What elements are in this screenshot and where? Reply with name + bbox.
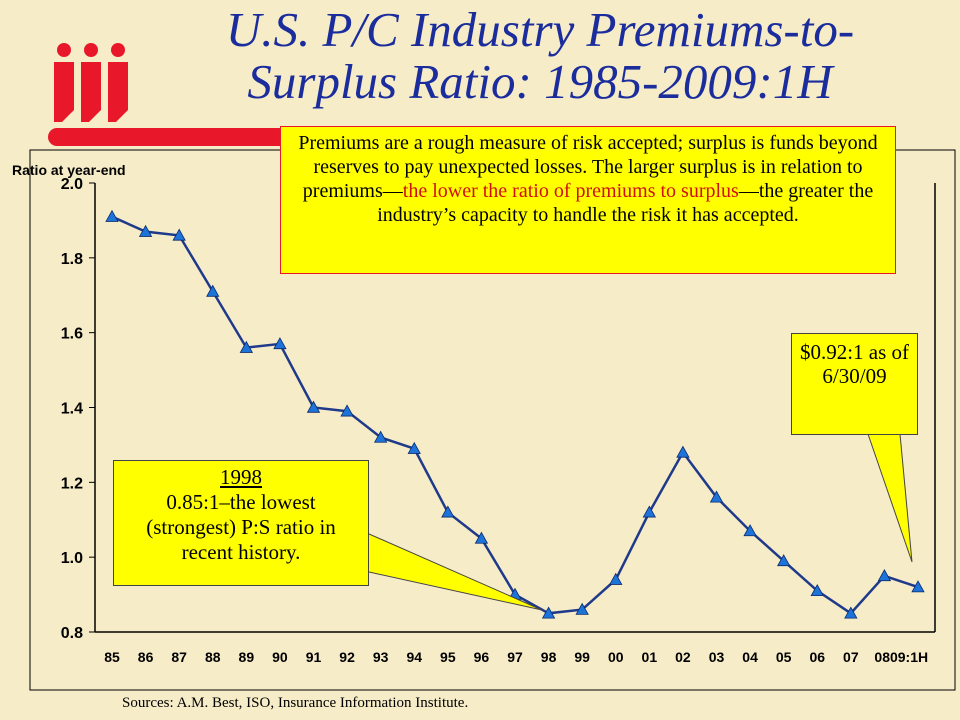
data-point-marker <box>138 224 153 237</box>
y-tick-label: 0.8 <box>61 625 83 642</box>
x-tick-label: 03 <box>709 649 725 665</box>
data-point-marker <box>709 490 724 503</box>
data-point-marker <box>844 606 858 619</box>
explanation-callout: Premiums are a rough measure of risk acc… <box>280 126 896 274</box>
x-tick-label: 98 <box>541 649 557 665</box>
x-tick-label: 0809:1H <box>874 649 928 665</box>
x-tick-label: 95 <box>440 649 456 665</box>
x-tick-label: 87 <box>171 649 187 665</box>
data-point-marker <box>743 524 757 537</box>
x-tick-label: 86 <box>138 649 154 665</box>
sources-footnote: Sources: A.M. Best, ISO, Insurance Infor… <box>122 695 469 711</box>
y-axis-label: Ratio at year-end <box>12 162 126 178</box>
data-point-marker <box>239 340 254 353</box>
explanation-text-after: —the greater the industry’s capacity to … <box>377 180 874 226</box>
data-point-marker <box>676 445 690 458</box>
x-tick-label: 91 <box>306 649 322 665</box>
x-tick-label: 04 <box>742 649 758 665</box>
x-tick-label: 92 <box>339 649 355 665</box>
y-tick-label: 1.4 <box>61 401 83 418</box>
page-title: U.S. P/C Industry Premiums-to- Surplus R… <box>140 4 940 108</box>
logo-underline-bar <box>48 128 298 146</box>
data-point-marker <box>776 554 791 567</box>
data-point-marker <box>206 284 220 297</box>
explanation-highlight: the lower the ratio of premiums to surpl… <box>402 180 739 202</box>
y-tick-group: 2.0 1.8 1.6 1.4 1.2 1.0 0.8 <box>61 176 95 642</box>
x-tick-label: 01 <box>642 649 658 665</box>
x-tick-group: 85 86 87 88 89 90 91 92 93 94 95 96 97 98 99 00 01 02 03 04… <box>104 649 928 665</box>
iii-logo <box>48 40 138 150</box>
x-tick-label: 90 <box>272 649 288 665</box>
data-point-marker <box>474 531 489 544</box>
y-tick-label: 2.0 <box>61 176 83 193</box>
x-tick-label: 97 <box>507 649 523 665</box>
callout-1998-year: 1998 <box>220 465 262 489</box>
explanation-text-before: Premiums are a rough measure of risk acc… <box>298 132 878 202</box>
x-tick-label: 88 <box>205 649 221 665</box>
callout-2009: $0.92:1 as of 6/30/09 <box>791 333 918 435</box>
data-point-marker <box>306 400 321 413</box>
data-point-marker <box>340 404 354 417</box>
data-point-marker <box>373 430 388 443</box>
x-tick-label: 05 <box>776 649 792 665</box>
data-point-marker <box>810 584 824 597</box>
x-tick-label: 94 <box>406 649 422 665</box>
x-tick-label: 93 <box>373 649 389 665</box>
x-tick-label: 02 <box>675 649 691 665</box>
title-line-1: U.S. P/C Industry Premiums-to- <box>225 2 855 57</box>
callout-1998: 1998 0.85:1–the lowest (strongest) P:S r… <box>113 460 369 586</box>
callout-2009-text: $0.92:1 as of 6/30/09 <box>799 340 910 388</box>
callout-2009-pointer <box>867 433 913 563</box>
y-tick-label: 1.6 <box>61 326 83 343</box>
x-tick-label: 89 <box>239 649 255 665</box>
iii-logo-mark <box>54 43 128 122</box>
data-point-marker <box>911 580 925 593</box>
y-tick-label: 1.2 <box>61 475 83 492</box>
x-tick-label: 85 <box>104 649 120 665</box>
data-point-marker <box>642 505 657 518</box>
callout-1998-text: 0.85:1–the lowest (strongest) P:S ratio … <box>146 490 336 564</box>
data-point-marker <box>172 228 186 241</box>
marker-group <box>105 209 925 619</box>
y-tick-label: 1.8 <box>61 251 83 268</box>
x-tick-label: 00 <box>608 649 624 665</box>
data-point-marker <box>105 209 119 222</box>
title-line-2: Surplus Ratio: 1985-2009:1H <box>247 54 833 109</box>
data-point-marker <box>541 606 556 619</box>
data-point-marker <box>575 602 589 615</box>
data-point-marker <box>877 569 892 582</box>
callout-1998-pointer <box>359 529 543 611</box>
y-tick-label: 1.0 <box>61 550 83 567</box>
x-tick-label: 99 <box>574 649 590 665</box>
data-point-marker <box>273 337 287 350</box>
data-point-marker <box>441 505 455 518</box>
data-point-marker <box>407 441 421 454</box>
x-tick-label: 96 <box>474 649 490 665</box>
x-tick-label: 07 <box>843 649 859 665</box>
data-point-marker <box>609 572 623 585</box>
x-tick-label: 06 <box>809 649 825 665</box>
